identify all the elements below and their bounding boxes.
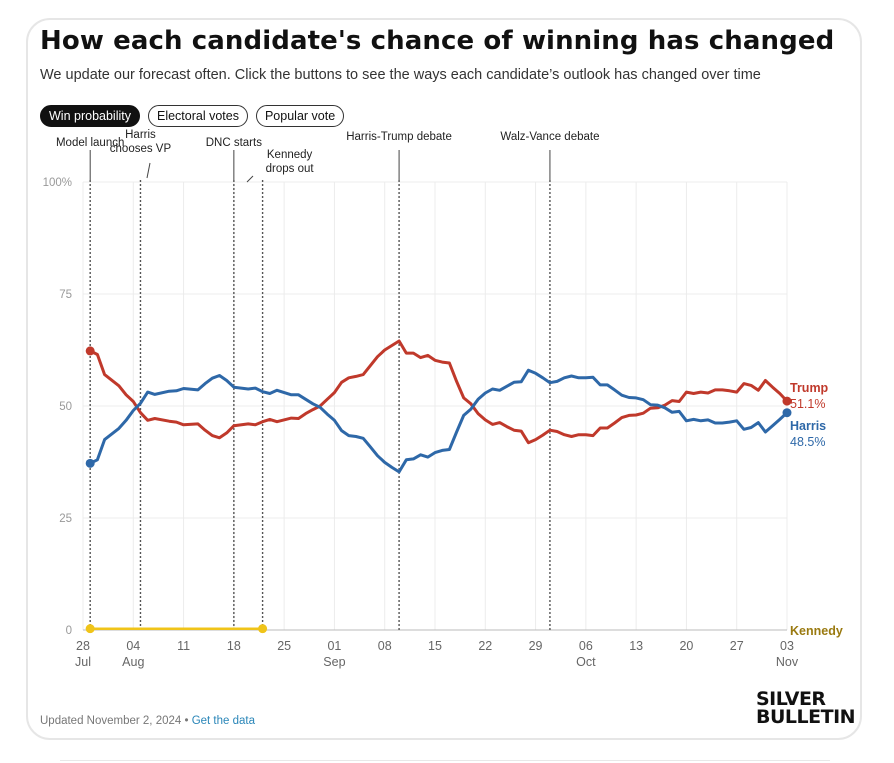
series-value-harris: 48.5% bbox=[790, 435, 825, 449]
subtitle: We update our forecast often. Click the … bbox=[40, 67, 761, 83]
x-tick-label: 13 bbox=[629, 639, 643, 653]
get-data-link[interactable]: Get the data bbox=[191, 715, 255, 727]
x-tick-label: 28 bbox=[76, 639, 90, 653]
x-tick-label: 04 bbox=[126, 639, 140, 653]
x-tick-month-label: Jul bbox=[75, 655, 91, 669]
popular-vote-button[interactable]: Popular vote bbox=[255, 105, 345, 127]
x-tick-label: 29 bbox=[529, 639, 543, 653]
series-end-point bbox=[782, 396, 792, 406]
x-tick-month-label: Oct bbox=[576, 655, 596, 669]
x-tick-label: 03 bbox=[780, 639, 794, 653]
event-label: drops out bbox=[266, 163, 315, 175]
event-label-connector bbox=[246, 175, 254, 183]
event-label: Walz-Vance debate bbox=[500, 131, 599, 143]
footer: Updated November 2, 2024 • Get the data bbox=[40, 715, 255, 727]
y-tick-label: 25 bbox=[59, 513, 72, 525]
silver-bulletin-logo: SILVER BULLETIN bbox=[756, 690, 858, 730]
logo-line-2: BULLETIN bbox=[756, 706, 856, 728]
x-tick-month-label: Sep bbox=[323, 655, 345, 669]
x-tick-label: 06 bbox=[579, 639, 593, 653]
x-tick-label: 01 bbox=[327, 639, 341, 653]
y-tick-label: 50 bbox=[59, 401, 72, 413]
x-tick-label: 15 bbox=[428, 639, 442, 653]
x-tick-label: 08 bbox=[378, 639, 392, 653]
event-label: Harris bbox=[125, 129, 156, 141]
x-tick-label: 20 bbox=[679, 639, 693, 653]
x-tick-label: 27 bbox=[730, 639, 744, 653]
series-end-point bbox=[258, 624, 268, 634]
y-tick-label: 75 bbox=[59, 289, 72, 301]
series-name-harris: Harris bbox=[790, 419, 826, 433]
metric-toggle-group: Win probability Electoral votes Popular … bbox=[40, 105, 345, 127]
y-tick-label: 0 bbox=[66, 625, 72, 637]
logo-line-1: SILVER bbox=[756, 690, 826, 710]
series-start-point bbox=[85, 624, 95, 634]
x-tick-month-label: Nov bbox=[776, 655, 799, 669]
win-probability-button[interactable]: Win probability bbox=[40, 105, 140, 127]
event-label: Harris-Trump debate bbox=[346, 131, 452, 143]
series-start-point bbox=[85, 346, 95, 356]
series-start-point bbox=[85, 458, 95, 468]
chart-card bbox=[26, 18, 862, 740]
event-label-connector bbox=[146, 162, 151, 179]
divider bbox=[60, 760, 830, 761]
event-label: Model launch bbox=[56, 137, 124, 149]
event-label: Kennedy bbox=[267, 149, 313, 161]
series-line-harris bbox=[88, 368, 789, 474]
x-tick-label: 22 bbox=[478, 639, 492, 653]
y-tick-label: 100% bbox=[43, 177, 72, 189]
x-tick-label: 18 bbox=[227, 639, 241, 653]
series-name-kennedy: Kennedy bbox=[790, 624, 843, 638]
series-value-trump: 51.1% bbox=[790, 397, 825, 411]
event-label: DNC starts bbox=[206, 137, 262, 149]
updated-text: Updated November 2, 2024 • bbox=[40, 715, 192, 727]
x-tick-month-label: Aug bbox=[122, 655, 144, 669]
page-title: How each candidate's chance of winning h… bbox=[40, 26, 835, 56]
x-tick-label: 25 bbox=[277, 639, 291, 653]
x-tick-label: 11 bbox=[177, 639, 190, 653]
series-name-trump: Trump bbox=[790, 381, 829, 395]
event-label: chooses VP bbox=[110, 143, 172, 155]
electoral-votes-button[interactable]: Electoral votes bbox=[147, 105, 248, 127]
series-end-point bbox=[782, 408, 792, 418]
series-line-trump bbox=[88, 339, 789, 445]
